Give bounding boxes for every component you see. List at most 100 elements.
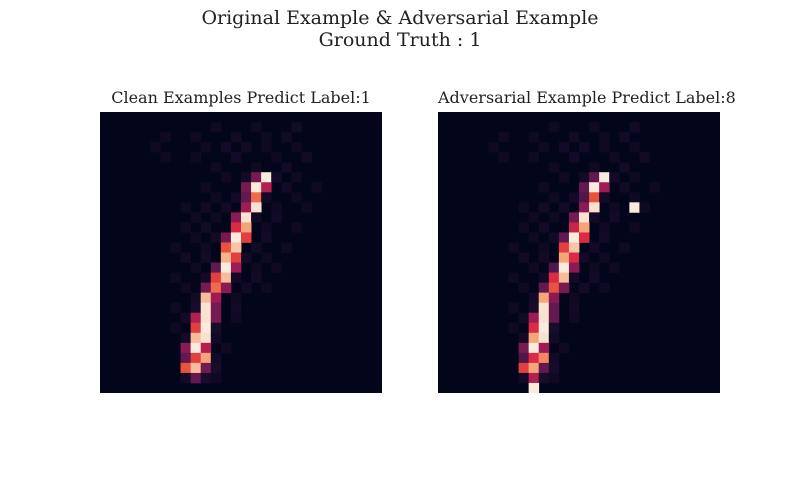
adversarial-heatmap-pixel <box>599 182 610 193</box>
adversarial-heatmap-pixel <box>528 352 540 364</box>
clean-heatmap-pixel <box>210 272 222 284</box>
adversarial-heatmap-pixel <box>518 282 530 294</box>
adversarial-heatmap-pixel <box>579 192 590 203</box>
clean-heatmap-pixel <box>200 352 212 364</box>
clean-heatmap-pixel <box>311 182 322 193</box>
adversarial-heatmap-pixel <box>548 122 560 133</box>
clean-heatmap-pixel <box>220 252 232 263</box>
adversarial-heatmap-pixel <box>548 192 560 203</box>
adversarial-heatmap-pixel <box>599 132 610 143</box>
adversarial-example-heatmap <box>438 112 720 393</box>
clean-heatmap-pixel <box>190 312 202 324</box>
adversarial-heatmap-pixel <box>548 282 560 294</box>
clean-heatmap-pixel <box>190 322 202 334</box>
adversarial-heatmap-pixel <box>558 342 570 354</box>
adversarial-heatmap-pixel <box>548 322 560 334</box>
clean-heatmap-pixel <box>230 292 242 304</box>
adversarial-heatmap-pixel <box>619 132 630 143</box>
adversarial-heatmap-pixel <box>538 182 550 193</box>
clean-heatmap-pixel <box>180 332 192 344</box>
clean-heatmap-pixel <box>180 282 192 294</box>
clean-heatmap-pixel <box>220 172 232 183</box>
adversarial-heatmap-pixel <box>518 362 530 374</box>
clean-heatmap-pixel <box>261 192 272 203</box>
clean-heatmap-pixel <box>190 132 202 143</box>
clean-heatmap-pixel <box>180 362 192 374</box>
clean-heatmap-pixel <box>220 242 232 253</box>
adversarial-heatmap-pixel <box>649 182 660 193</box>
clean-heatmap-pixel <box>230 242 242 253</box>
adversarial-heatmap-pixel <box>508 242 519 253</box>
clean-heatmap-pixel <box>210 372 222 384</box>
adversarial-heatmap-pixel <box>548 262 560 273</box>
clean-heatmap-pixel <box>210 122 222 133</box>
clean-heatmap-pixel <box>190 232 202 243</box>
clean-heatmap-pixel <box>241 192 252 203</box>
adversarial-heatmap-pixel <box>579 142 590 153</box>
adversarial-heatmap-pixel <box>538 142 550 153</box>
adversarial-heatmap-pixel <box>548 302 560 314</box>
clean-heatmap-pixel <box>251 202 262 213</box>
adversarial-heatmap-pixel <box>548 352 560 364</box>
adversarial-heatmap-pixel <box>528 302 540 314</box>
clean-heatmap-pixel <box>230 252 242 263</box>
clean-heatmap-pixel <box>180 342 192 354</box>
clean-heatmap-pixel <box>281 132 292 143</box>
clean-heatmap-pixel <box>210 302 222 314</box>
adversarial-heatmap-pixel <box>528 292 540 304</box>
clean-heatmap-pixel <box>160 132 171 143</box>
clean-heatmap-pixel <box>170 322 181 334</box>
adversarial-heatmap-pixel <box>518 202 530 213</box>
adversarial-heatmap-pixel <box>538 292 550 304</box>
adversarial-heatmap-pixel <box>599 192 610 203</box>
adversarial-heatmap-pixel <box>518 252 530 263</box>
adversarial-heatmap-pixel <box>538 302 550 314</box>
adversarial-heatmap-pixel <box>558 232 570 243</box>
adversarial-heatmap-pixel <box>528 342 540 354</box>
clean-heatmap-pixel <box>220 342 232 354</box>
adversarial-heatmap-pixel <box>528 212 540 223</box>
clean-heatmap-pixel <box>220 142 232 153</box>
clean-heatmap-pixel <box>200 292 212 304</box>
adversarial-heatmap-pixel <box>508 272 519 284</box>
adversarial-heatmap-pixel <box>548 232 560 243</box>
adversarial-heatmap-pixel <box>558 242 570 253</box>
clean-heatmap-pixel <box>230 212 242 223</box>
adversarial-heatmap-pixel <box>609 152 620 163</box>
adversarial-heatmap-pixel <box>579 232 590 243</box>
adversarial-heatmap-pixel <box>599 252 610 263</box>
clean-heatmap-pixel <box>251 242 262 253</box>
clean-heatmap-pixel <box>180 222 192 233</box>
adversarial-heatmap-pixel <box>589 262 600 273</box>
adversarial-heatmap-pixel <box>538 372 550 384</box>
adversarial-heatmap-pixel <box>568 212 580 223</box>
clean-heatmap-pixel <box>170 272 181 284</box>
clean-heatmap-pixel <box>281 182 292 193</box>
clean-heatmap-pixel <box>210 262 222 273</box>
adversarial-heatmap-pixel <box>619 242 630 253</box>
clean-heatmap-pixel <box>241 222 252 233</box>
clean-heatmap-pixel <box>200 252 212 263</box>
adversarial-heatmap-pixel <box>568 242 580 253</box>
clean-heatmap-pixel <box>220 272 232 284</box>
clean-heatmap-pixel <box>210 212 222 223</box>
figure-subtitle: Ground Truth : 1 <box>318 29 482 51</box>
adversarial-heatmap-pixel <box>528 132 540 143</box>
adversarial-heatmap-pixel <box>579 212 590 223</box>
adversarial-heatmap-pixel <box>579 202 590 213</box>
clean-heatmap-pixel <box>170 302 181 314</box>
clean-heatmap-pixel <box>200 312 212 324</box>
clean-heatmap-pixel <box>210 162 222 173</box>
adversarial-heatmap-pixel <box>558 282 570 294</box>
clean-heatmap-pixel <box>210 352 222 364</box>
adversarial-heatmap-pixel <box>528 152 540 163</box>
adversarial-heatmap-pixel <box>528 322 540 334</box>
adversarial-heatmap-pixel <box>558 172 570 183</box>
adversarial-heatmap-pixel <box>548 372 560 384</box>
adversarial-heatmap-pixel <box>498 132 509 143</box>
clean-heatmap-pixel <box>241 252 252 263</box>
clean-heatmap-pixel <box>190 212 202 223</box>
adversarial-heatmap-pixel <box>538 322 550 334</box>
clean-heatmap-pixel <box>291 222 302 233</box>
adversarial-heatmap-pixel <box>579 172 590 183</box>
